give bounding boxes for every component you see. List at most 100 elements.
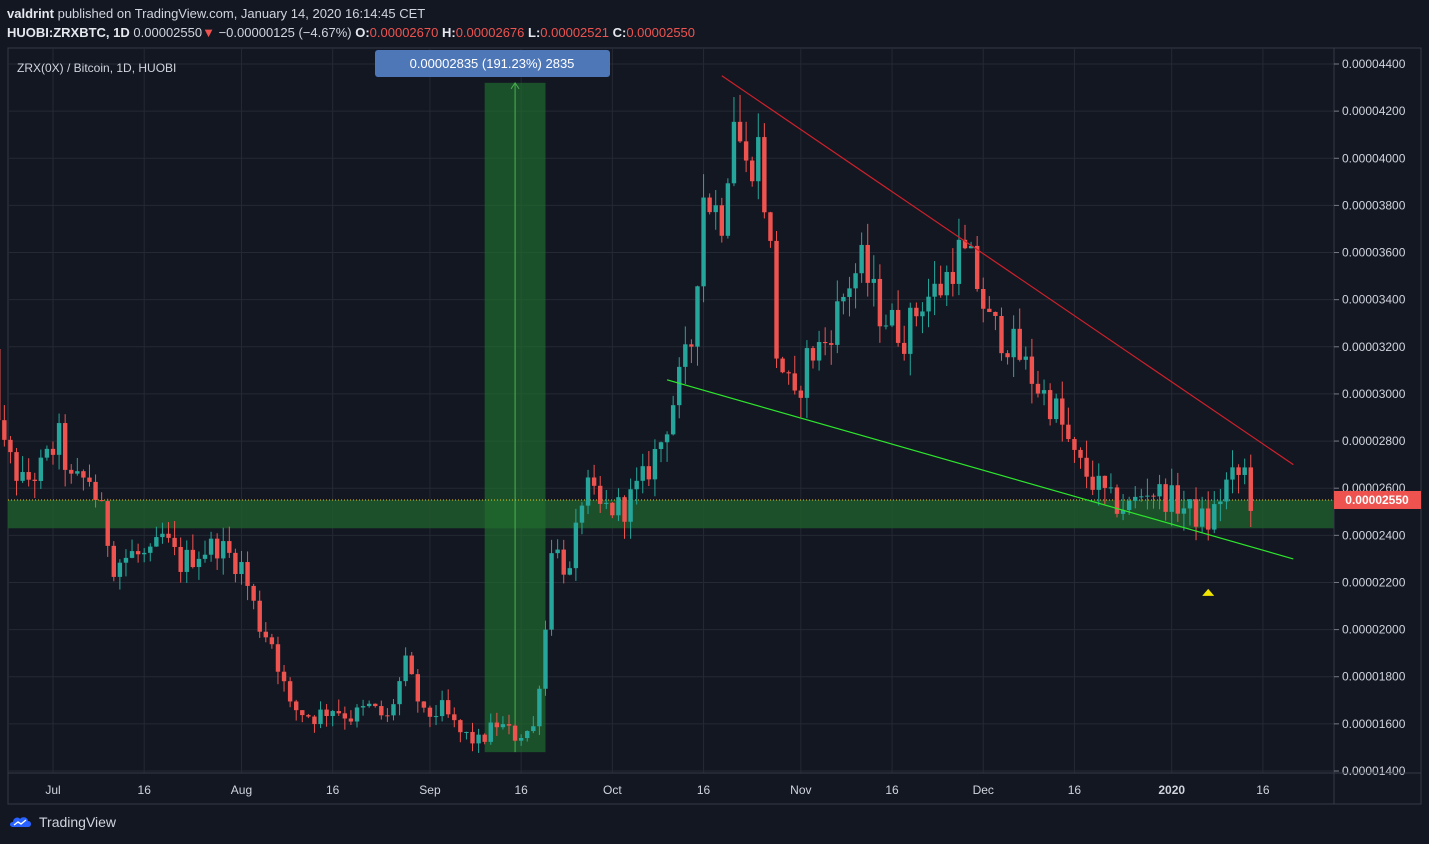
resistance-trendline bbox=[721, 75, 1294, 466]
candle-body bbox=[604, 502, 609, 504]
candle-body bbox=[512, 725, 518, 741]
symbol-label[interactable]: HUOBI:ZRXBTC, 1D bbox=[7, 25, 130, 40]
time-tick-label: Oct bbox=[603, 783, 622, 797]
candle-body bbox=[908, 307, 913, 354]
candle-body bbox=[227, 541, 232, 553]
time-tick-label: 16 bbox=[1256, 783, 1270, 797]
price-tick-label: 0.00002400 bbox=[1342, 528, 1406, 542]
candle-body bbox=[1242, 467, 1247, 475]
candle-body bbox=[342, 713, 348, 719]
tradingview-brand: TradingView bbox=[39, 814, 117, 830]
time-tick-label: 16 bbox=[514, 783, 528, 797]
candle-body bbox=[330, 711, 335, 717]
published-text: published on TradingView.com, January 14… bbox=[57, 6, 426, 21]
candle-body bbox=[433, 716, 439, 718]
candle-body bbox=[257, 600, 262, 632]
candle-body bbox=[464, 731, 469, 733]
tradingview-cloud-icon bbox=[10, 817, 31, 827]
candle-body bbox=[44, 448, 50, 458]
candle-body bbox=[99, 500, 104, 502]
candle-body bbox=[166, 533, 171, 538]
candle-body bbox=[1187, 499, 1193, 509]
candle-body bbox=[962, 239, 968, 249]
price-tick-label: 0.00001400 bbox=[1342, 764, 1406, 778]
candle-body bbox=[178, 546, 183, 572]
candle-body bbox=[32, 479, 37, 481]
candle-body bbox=[1169, 485, 1174, 512]
candle-body bbox=[129, 551, 135, 558]
price-tick-label: 0.00003600 bbox=[1342, 246, 1406, 260]
close-value: 0.00002550 bbox=[626, 25, 696, 40]
candle-body bbox=[245, 562, 250, 586]
candle-body bbox=[476, 734, 481, 744]
candle-body bbox=[999, 315, 1004, 354]
candle-body bbox=[944, 271, 949, 296]
candle-body bbox=[336, 711, 341, 714]
candle-body bbox=[300, 710, 305, 716]
candle-body bbox=[62, 423, 68, 470]
candle-body bbox=[1133, 496, 1138, 501]
candle-body bbox=[664, 434, 670, 443]
candle-body bbox=[1066, 424, 1071, 440]
yellow-triangle-marker bbox=[1202, 588, 1215, 596]
candle-body bbox=[1230, 467, 1235, 480]
candle-body bbox=[555, 549, 560, 554]
candle-body bbox=[458, 720, 463, 733]
candle-body bbox=[987, 308, 992, 312]
candle-body bbox=[75, 471, 80, 474]
candle-body bbox=[591, 477, 597, 486]
candle-body bbox=[251, 585, 256, 601]
tradingview-logo[interactable]: TradingView bbox=[8, 814, 116, 830]
candle-body bbox=[938, 283, 943, 296]
candle-body bbox=[269, 637, 275, 645]
candle-body bbox=[1224, 479, 1229, 502]
candle-body bbox=[810, 348, 816, 361]
candle-body bbox=[1120, 509, 1126, 514]
candle-body bbox=[360, 706, 366, 708]
candle-body bbox=[847, 288, 852, 297]
time-axis[interactable]: Jul 16 Aug 16 Sep 16 Oct 16 Nov 16 Dec 16 2020 16 bbox=[8, 772, 1421, 797]
time-tick-label: 16 bbox=[697, 783, 711, 797]
candle-body bbox=[202, 554, 208, 559]
candle-body bbox=[294, 701, 299, 711]
candle-body bbox=[670, 405, 676, 435]
candle-body bbox=[56, 423, 62, 455]
candle-body bbox=[1181, 508, 1187, 514]
candle-body bbox=[500, 724, 506, 728]
candle-body bbox=[196, 558, 202, 568]
candle-body bbox=[743, 141, 749, 161]
measure-tag: 0.00002835 (191.23%) 2835 bbox=[375, 50, 610, 77]
candle-body bbox=[1041, 390, 1047, 394]
candle-body bbox=[579, 505, 585, 523]
candle-body bbox=[263, 631, 268, 638]
candle-body bbox=[81, 471, 86, 478]
candle-body bbox=[1084, 457, 1089, 477]
ohlc-line: HUOBI:ZRXBTC, 1D 0.00002550▼ −0.00000125… bbox=[7, 25, 695, 40]
candle-body bbox=[737, 121, 743, 142]
candle-body bbox=[567, 568, 572, 575]
candle-body bbox=[421, 701, 427, 708]
price-tick-label: 0.00001800 bbox=[1342, 670, 1406, 684]
measure-tag-text: 0.00002835 (191.23%) 2835 bbox=[410, 56, 575, 71]
candles bbox=[0, 94, 1253, 753]
candle-body bbox=[366, 703, 372, 707]
candle-body bbox=[543, 629, 548, 689]
candle-body bbox=[312, 716, 317, 725]
publisher-name[interactable]: valdrint bbox=[7, 6, 54, 21]
price-tick-label: 0.00001600 bbox=[1342, 717, 1406, 731]
candle-body bbox=[920, 311, 925, 317]
candle-body bbox=[1011, 328, 1016, 358]
candle-body bbox=[1236, 467, 1241, 475]
measure-arrow-head bbox=[510, 81, 520, 90]
candle-body bbox=[160, 533, 165, 538]
candle-body bbox=[135, 551, 141, 555]
candle-body bbox=[774, 240, 779, 359]
candle-body bbox=[889, 309, 895, 326]
current-price-tag-text: 0.00002550 bbox=[1345, 493, 1409, 507]
candle-body bbox=[1157, 484, 1162, 497]
price-axis[interactable]: 0.00004400 0.00004200 0.00004000 0.00003800… bbox=[1333, 48, 1406, 804]
candle-body bbox=[275, 644, 281, 672]
candle-body bbox=[689, 344, 694, 347]
candle-body bbox=[822, 342, 828, 344]
